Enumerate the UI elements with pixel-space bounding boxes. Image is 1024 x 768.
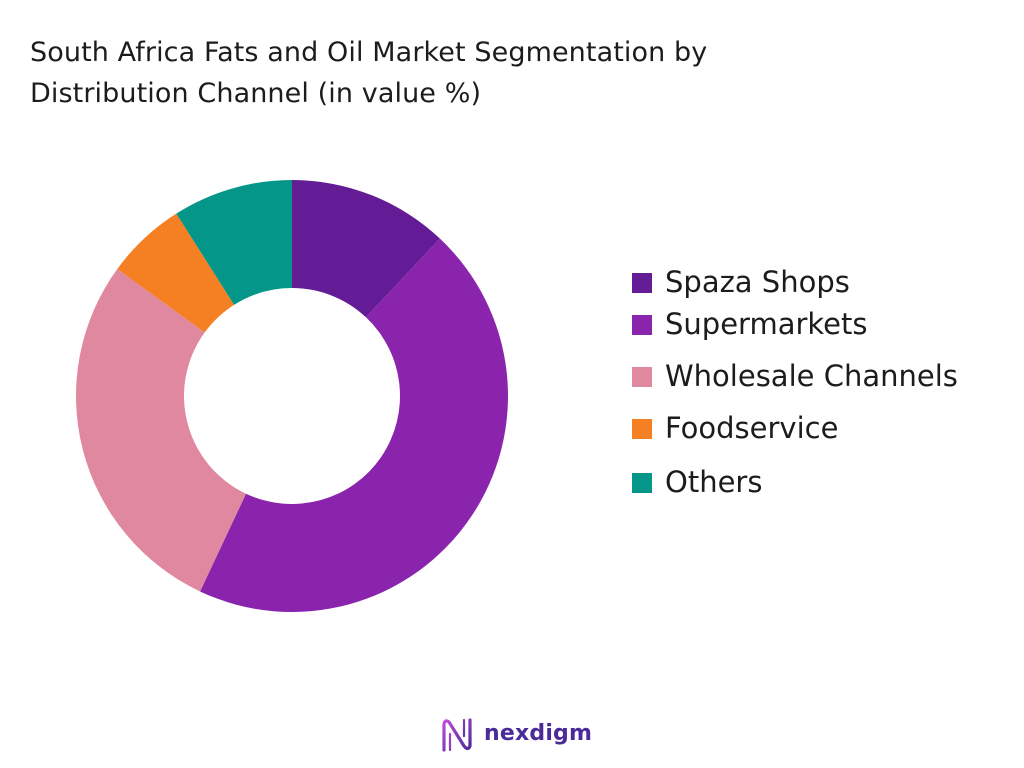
- legend-swatch-wholesale-channels: [632, 367, 652, 387]
- donut-slices: [75, 180, 509, 613]
- brand-footer: nexdigm: [440, 716, 600, 756]
- legend-swatch-foodservice: [632, 419, 652, 439]
- donut-slice-spaza-shops: [292, 180, 440, 318]
- legend-swatch-spaza-shops: [632, 273, 652, 293]
- donut-slice-others: [176, 180, 292, 305]
- legend-label-supermarkets: Supermarkets: [665, 307, 868, 341]
- nexdigm-logo-icon: [442, 718, 472, 752]
- legend-label-foodservice: Foodservice: [665, 411, 839, 445]
- brand-name: nexdigm: [484, 721, 593, 746]
- legend-label-wholesale-channels: Wholesale Channels: [665, 359, 958, 393]
- donut-slice-wholesale-channels: [75, 269, 247, 592]
- chart-title-line-2: Distribution Channel (in value %): [30, 78, 482, 109]
- legend-label-others: Others: [665, 465, 763, 499]
- legend-label-spaza-shops: Spaza Shops: [665, 265, 850, 299]
- legend-swatch-others: [632, 473, 652, 493]
- donut-slice-supermarkets: [200, 238, 509, 613]
- chart-title: South Africa Fats and Oil Market Segment…: [30, 32, 930, 114]
- chart-title-line-1: South Africa Fats and Oil Market Segment…: [30, 37, 708, 68]
- donut-slice-foodservice: [117, 213, 235, 333]
- legend-swatch-supermarkets: [632, 315, 652, 335]
